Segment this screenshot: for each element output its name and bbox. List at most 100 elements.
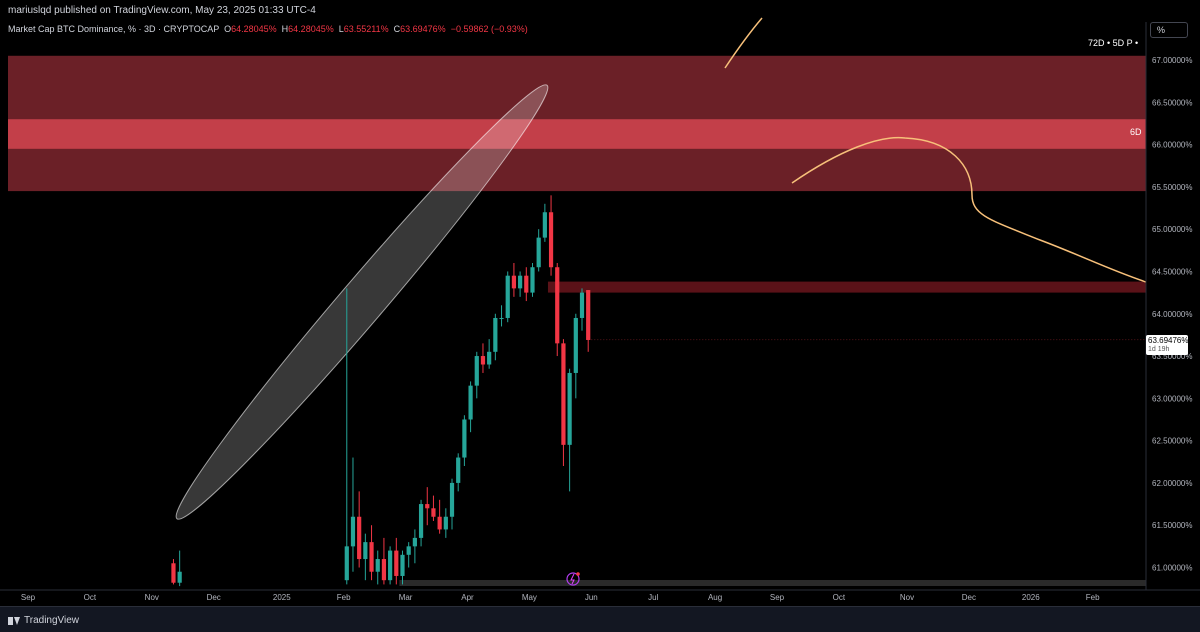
candle-body-1 — [177, 571, 182, 583]
y-tick-5: 64.50000% — [1152, 267, 1192, 276]
candle-body-0 — [171, 563, 176, 583]
candle-body-22 — [468, 385, 473, 420]
low-key: L — [338, 24, 344, 34]
publisher-line: mariuslqd published on TradingView.com, … — [8, 5, 316, 16]
candle-body-14 — [418, 504, 424, 538]
y-tick-10: 62.00000% — [1152, 479, 1192, 488]
x-tick-1: Oct — [84, 593, 97, 602]
projection-curve-top — [724, 17, 763, 69]
x-tick-12: Sep — [770, 593, 785, 602]
high-key: H — [281, 24, 289, 34]
candle-body-29 — [511, 275, 517, 289]
candle-body-11 — [400, 554, 405, 576]
candle-body-18 — [443, 516, 448, 530]
volume-band — [399, 580, 1146, 586]
candle-body-39 — [573, 317, 578, 373]
resistance-zone-3 — [547, 281, 1146, 293]
candle-body-34 — [542, 212, 547, 238]
tradingview-icon — [8, 616, 20, 625]
candle-body-2 — [344, 546, 349, 581]
candle-body-10 — [394, 550, 399, 576]
candle-body-35 — [548, 212, 554, 268]
x-tick-7: Apr — [461, 593, 474, 602]
y-tick-7: 63.50000% — [1152, 352, 1192, 361]
candle-body-38 — [567, 372, 572, 445]
candle-body-31 — [524, 275, 529, 293]
candle-body-9 — [388, 550, 393, 581]
footer-bar: TradingView — [0, 606, 1200, 632]
candle-body-21 — [462, 419, 467, 458]
x-tick-17: Feb — [1086, 593, 1100, 602]
percent-scale-button[interactable]: % — [1150, 22, 1188, 38]
candle-body-20 — [456, 457, 461, 483]
tradingview-logo[interactable]: TradingView — [8, 615, 79, 626]
price-chart[interactable]: 67.00000% 66.50000% 66.00000% 65.50000% 65.0… — [0, 0, 1200, 606]
candle-body-12 — [406, 546, 411, 555]
zone-label: 6D — [1130, 127, 1142, 137]
x-tick-4: 2025 — [273, 593, 291, 602]
candle-body-33 — [536, 237, 541, 268]
x-tick-6: Mar — [399, 593, 413, 602]
last-price-label: 63.69476% 1d 19h — [1146, 335, 1188, 355]
x-tick-5: Feb — [337, 593, 351, 602]
flash-icon-bolt — [570, 573, 575, 585]
y-tick-0: 67.00000% — [1152, 56, 1192, 65]
candle-body-8 — [381, 559, 387, 581]
change-value: −0.59862 (−0.93%) — [450, 24, 528, 34]
x-tick-3: Dec — [207, 593, 221, 602]
projection-curve — [791, 136, 1147, 283]
x-tick-14: Nov — [900, 593, 914, 602]
x-tick-2: Nov — [145, 593, 159, 602]
x-tick-15: Dec — [962, 593, 976, 602]
open-key: O — [224, 24, 232, 34]
resistance-zone-2 — [8, 119, 1146, 149]
candle-body-4 — [357, 516, 362, 560]
candle-body-41 — [586, 290, 591, 340]
candle-body-40 — [579, 292, 585, 318]
y-tick-4: 65.00000% — [1152, 225, 1192, 234]
candle-body-7 — [375, 559, 380, 572]
y-tick-9: 62.50000% — [1152, 437, 1192, 446]
candle-body-19 — [449, 482, 455, 517]
low-value: 63.55211% — [343, 24, 389, 34]
candle-body-3 — [350, 516, 356, 547]
ellipse-annotation — [175, 84, 549, 520]
close-value: 63.69476% — [400, 24, 446, 34]
symbol-name[interactable]: Market Cap BTC Dominance, % · 3D · CRYPT… — [8, 24, 220, 34]
timeframe-legend: 72D • 5D P • — [1088, 38, 1139, 48]
x-tick-8: May — [522, 593, 537, 602]
candle-body-27 — [499, 317, 504, 319]
candle-body-15 — [425, 504, 430, 509]
ohlc-legend: Market Cap BTC Dominance, % · 3D · CRYPT… — [8, 24, 528, 34]
close-key: C — [393, 24, 401, 34]
y-tick-2: 66.00000% — [1152, 141, 1192, 150]
y-tick-8: 63.00000% — [1152, 394, 1192, 403]
open-value: 64.28045% — [231, 24, 277, 34]
candle-body-17 — [437, 516, 442, 530]
candle-body-32 — [530, 267, 535, 293]
flash-icon — [566, 572, 580, 586]
flash-icon-dot — [576, 572, 580, 576]
candle-body-16 — [431, 508, 436, 517]
x-tick-16: 2026 — [1022, 593, 1040, 602]
candle-body-26 — [493, 317, 498, 352]
y-tick-6: 64.00000% — [1152, 310, 1192, 319]
candle-body-5 — [363, 542, 368, 560]
candle-body-6 — [369, 542, 374, 572]
candle-body-25 — [487, 351, 492, 365]
y-tick-12: 61.00000% — [1152, 564, 1192, 573]
candle-body-28 — [505, 275, 510, 318]
top-bar: mariuslqd published on TradingView.com, … — [0, 0, 1200, 22]
candle-body-37 — [561, 343, 566, 445]
candle-body-23 — [474, 356, 479, 386]
y-tick-11: 61.50000% — [1152, 521, 1192, 530]
x-tick-13: Oct — [833, 593, 846, 602]
candle-body-30 — [518, 275, 523, 289]
x-tick-11: Aug — [708, 593, 722, 602]
high-value: 64.28045% — [288, 24, 334, 34]
x-tick-0: Sep — [21, 593, 36, 602]
candle-body-24 — [480, 356, 486, 365]
bar-countdown: 1d 19h — [1148, 346, 1170, 353]
candle-body-36 — [555, 267, 560, 344]
candle-body-13 — [412, 537, 417, 547]
